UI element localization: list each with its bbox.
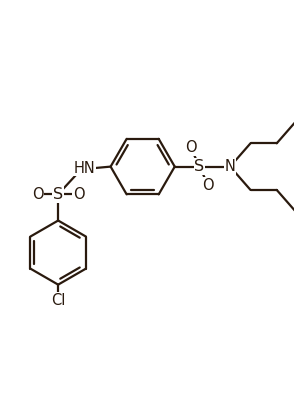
Text: S: S [53,187,63,202]
Text: HN: HN [73,161,95,175]
Text: S: S [195,159,205,174]
Text: O: O [203,178,214,193]
Text: N: N [225,159,236,174]
Text: O: O [73,187,84,202]
Text: Cl: Cl [51,293,65,308]
Text: O: O [32,187,44,202]
Text: O: O [185,140,197,155]
